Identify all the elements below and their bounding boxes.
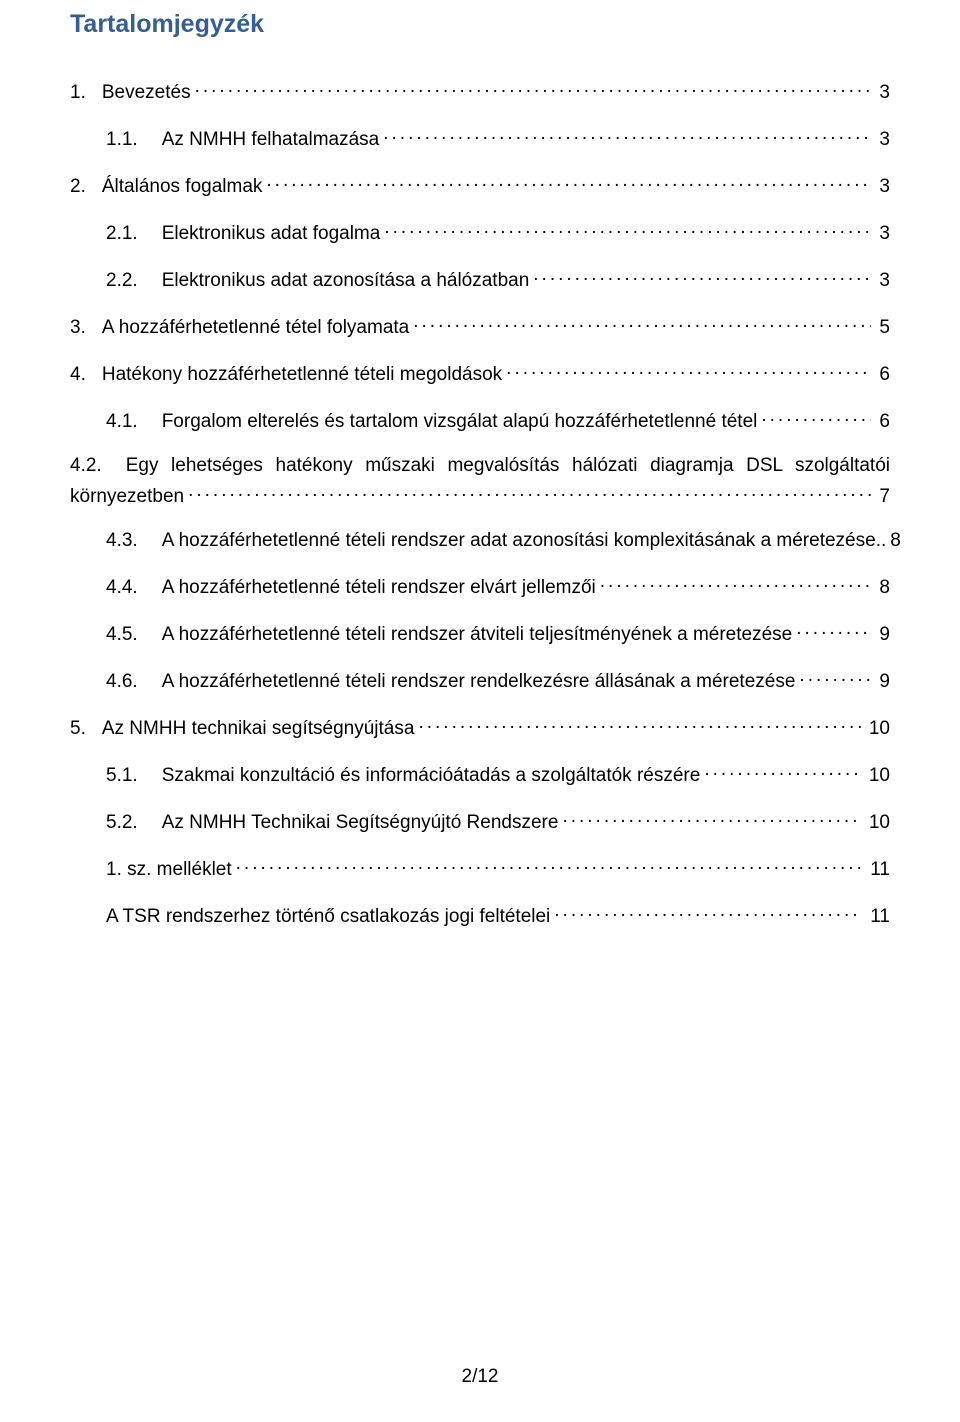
toc-leader-dots (562, 809, 860, 828)
toc-list: 1.Bevezetés31.1.Az NMHH felhatalmazása32… (70, 79, 890, 928)
toc-leader-dots (188, 483, 871, 502)
toc-leader-dots (418, 715, 860, 734)
toc-entry-page: 10 (865, 812, 890, 834)
toc-entry: 4.6.A hozzáférhetetlenné tételi rendszer… (70, 668, 890, 693)
toc-entry: 4.Hatékony hozzáférhetetlenné tételi meg… (70, 361, 890, 386)
toc-entry-page: 10 (865, 765, 890, 787)
toc-entry: 1.Bevezetés 3 (70, 79, 890, 104)
toc-entry-text: A TSR rendszerhez történő csatlakozás jo… (106, 906, 550, 928)
toc-entry-number: 1.1. (106, 129, 162, 151)
toc-entry-page: 6 (875, 364, 890, 386)
toc-entry: 4.3.A hozzáférhetetlenné tételi rendszer… (70, 530, 890, 552)
toc-entry-page: 9 (875, 624, 890, 646)
toc-entry-text: környezetben (70, 486, 184, 508)
toc-entry-text: Az NMHH felhatalmazása (162, 129, 380, 151)
toc-leader-dots (600, 574, 872, 593)
toc-entry-text: Elektronikus adat azonosítása a hálózatb… (162, 270, 530, 292)
toc-entry-page: 11 (866, 859, 890, 881)
toc-entry-page: 3 (875, 129, 890, 151)
toc-entry-page: 9 (875, 671, 890, 693)
toc-leader-dots (799, 668, 871, 687)
toc-entry-text: A hozzáférhetetlenné tételi rendszer elv… (162, 577, 596, 599)
toc-entry-page: 3 (875, 270, 890, 292)
toc-entry-page: 3 (875, 82, 890, 104)
toc-entry-text: A hozzáférhetetlenné tételi rendszer ada… (162, 530, 876, 552)
toc-entry-number: 4.4. (106, 577, 162, 599)
toc-entry: 4.2.Egy lehetséges hatékony műszaki megv… (70, 455, 890, 508)
toc-entry-text: Az NMHH Technikai Segítségnyújtó Rendsze… (162, 812, 559, 834)
toc-entry: 5.Az NMHH technikai segítségnyújtása 10 (70, 715, 890, 740)
toc-leader-dots (266, 173, 871, 192)
toc-leader-dots (383, 126, 871, 145)
toc-entry-number: 5.1. (106, 765, 162, 787)
toc-entry-number: 4.6. (106, 671, 162, 693)
toc-entry-text: Hatékony hozzáférhetetlenné tételi megol… (102, 364, 502, 386)
toc-entry-text: A hozzáférhetetlenné tételi rendszer ren… (162, 671, 796, 693)
toc-leader-dots-short: .. (876, 530, 887, 552)
toc-entry-text: A hozzáférhetetlenné tételi rendszer átv… (162, 624, 793, 646)
toc-leader-dots (704, 762, 861, 781)
toc-entry-number: 5. (70, 718, 102, 740)
toc-entry-number: 4.3. (106, 530, 162, 552)
toc-entry-page: 11 (866, 906, 890, 928)
toc-entry: 5.2.Az NMHH Technikai Segítségnyújtó Ren… (70, 809, 890, 834)
toc-entry: 4.5.A hozzáférhetetlenné tételi rendszer… (70, 621, 890, 646)
toc-entry: 2.1.Elektronikus adat fogalma 3 (70, 220, 890, 245)
toc-entry-text: Általános fogalmak (102, 176, 263, 198)
toc-entry-number: 5.2. (106, 812, 162, 834)
toc-entry-number: 4.5. (106, 624, 162, 646)
toc-leader-dots (761, 408, 871, 427)
toc-leader-dots (236, 856, 863, 875)
toc-entry: 3.A hozzáférhetetlenné tétel folyamata 5 (70, 314, 890, 339)
toc-entry-page: 10 (865, 718, 890, 740)
toc-entry-line1: 4.2.Egy lehetséges hatékony műszaki megv… (70, 455, 890, 477)
toc-leader-dots (554, 903, 862, 922)
toc-entry-page: 6 (875, 411, 890, 433)
toc-entry-text: A hozzáférhetetlenné tétel folyamata (102, 317, 409, 339)
toc-entry-number: 2.1. (106, 223, 162, 245)
toc-title: Tartalomjegyzék (70, 10, 890, 39)
toc-entry-number: 4. (70, 364, 102, 386)
toc-entry: 2.2.Elektronikus adat azonosítása a háló… (70, 267, 890, 292)
toc-entry-number: 2.2. (106, 270, 162, 292)
page-footer: 2/12 (0, 1366, 960, 1388)
toc-entry: 4.4.A hozzáférhetetlenné tételi rendszer… (70, 574, 890, 599)
toc-entry-page: 8 (886, 530, 901, 552)
toc-entry-number: 4.2. (70, 455, 126, 476)
toc-leader-dots (506, 361, 871, 380)
toc-entry-page: 3 (875, 176, 890, 198)
toc-entry: 1. sz. melléklet 11 (70, 856, 890, 881)
toc-entry-text: Bevezetés (102, 82, 191, 104)
toc-entry-page: 8 (875, 577, 890, 599)
toc-leader-dots (533, 267, 871, 286)
toc-entry-text: Egy lehetséges hatékony műszaki megvalós… (126, 455, 890, 476)
toc-entry: A TSR rendszerhez történő csatlakozás jo… (70, 903, 890, 928)
toc-leader-dots (796, 621, 871, 640)
toc-leader-dots (195, 79, 872, 98)
toc-entry-number: 4.1. (106, 411, 162, 433)
toc-entry-text: Szakmai konzultáció és információátadás … (162, 765, 701, 787)
toc-leader-dots (384, 220, 871, 239)
page: Tartalomjegyzék 1.Bevezetés31.1.Az NMHH … (0, 0, 960, 1422)
toc-entry: 2.Általános fogalmak 3 (70, 173, 890, 198)
toc-entry-page: 7 (875, 486, 890, 508)
toc-entry-page: 3 (875, 223, 890, 245)
toc-entry-number: 1. (70, 82, 102, 104)
toc-entry-text: Forgalom elterelés és tartalom vizsgálat… (162, 411, 758, 433)
toc-entry: 1.1.Az NMHH felhatalmazása 3 (70, 126, 890, 151)
toc-entry: 4.1.Forgalom elterelés és tartalom vizsg… (70, 408, 890, 433)
toc-entry-text: Az NMHH technikai segítségnyújtása (102, 718, 415, 740)
toc-entry: 5.1.Szakmai konzultáció és információáta… (70, 762, 890, 787)
toc-entry-line2: környezetben 7 (70, 483, 890, 508)
toc-entry-text: Elektronikus adat fogalma (162, 223, 381, 245)
toc-leader-dots (413, 314, 871, 333)
toc-entry-page: 5 (875, 317, 890, 339)
toc-entry-text: 1. sz. melléklet (106, 859, 232, 881)
toc-entry-number: 3. (70, 317, 102, 339)
toc-entry-number: 2. (70, 176, 102, 198)
